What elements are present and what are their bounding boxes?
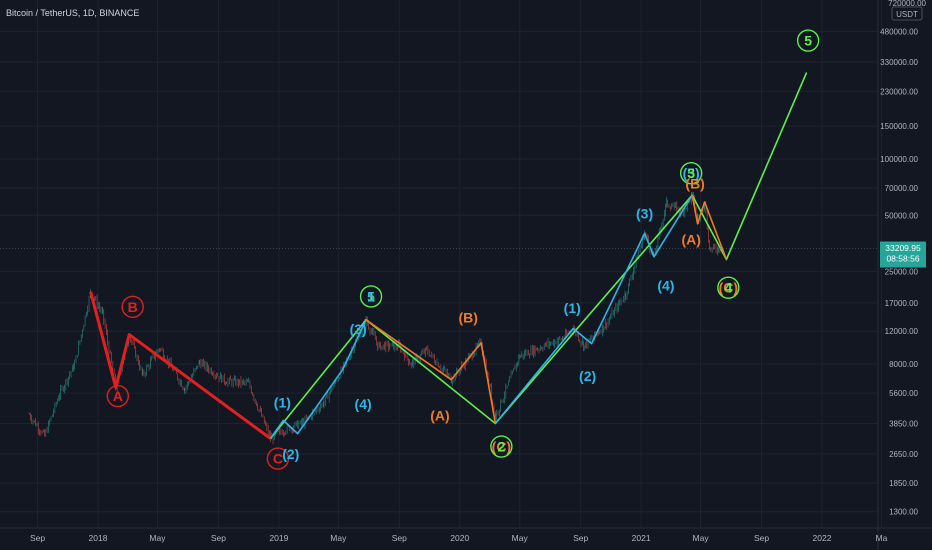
price-tick-label: 480000.00 xyxy=(880,28,918,37)
price-tick-label: 330000.00 xyxy=(880,58,918,67)
wave-line-orange xyxy=(365,319,497,424)
time-tick-label: Sep xyxy=(573,533,588,543)
price-tick-label: 25000.00 xyxy=(885,268,919,277)
wave-label: (3) xyxy=(636,206,653,222)
wave-label: (1) xyxy=(274,394,291,410)
wave-label: (A) xyxy=(681,232,700,248)
price-tick-label: 2650.00 xyxy=(889,450,918,459)
wave-label: (1) xyxy=(564,300,581,316)
wave-label: (B) xyxy=(685,175,704,191)
time-tick-label: Ma xyxy=(876,533,888,543)
time-tick-label: 2021 xyxy=(632,533,651,543)
time-tick-label: May xyxy=(693,533,710,543)
last-price-value: 33209.95 xyxy=(885,243,921,253)
wave-label-circle xyxy=(266,447,290,470)
price-tick-label: 5600.00 xyxy=(889,389,918,398)
price-tick-label: 230000.00 xyxy=(880,87,918,96)
time-tick-label: 2018 xyxy=(89,533,108,543)
time-tick-label: 2020 xyxy=(450,533,469,543)
time-tick-label: Sep xyxy=(211,533,226,543)
wave-line-cyan xyxy=(269,319,367,439)
wave-label: (2) xyxy=(579,368,596,384)
last-price-badge: 33209.95 08:58:56 xyxy=(880,241,926,268)
wave-label: 5 xyxy=(367,288,375,304)
wave-label: 5 xyxy=(804,33,812,49)
time-tick-label: 2022 xyxy=(813,533,832,543)
time-tick-label: 2019 xyxy=(269,533,288,543)
price-tick-label: 1850.00 xyxy=(889,479,918,488)
currency-badge[interactable]: USDT xyxy=(891,6,923,21)
wave-label: (B) xyxy=(458,310,477,326)
price-axis[interactable]: 1300.00 1850.00 2650.00 3850.00 5600.00 8000.… xyxy=(880,28,918,517)
wave-line-red xyxy=(89,291,272,440)
price-tick-label: 100000.00 xyxy=(880,155,918,164)
price-tick-label: 70000.00 xyxy=(885,184,919,193)
wave-label: (5) xyxy=(683,165,700,181)
wave-label: C xyxy=(273,451,283,467)
currency-label: USDT xyxy=(896,10,918,19)
bar-countdown: 08:58:56 xyxy=(886,254,919,264)
chart-grid xyxy=(0,0,882,528)
price-tick-label: 12000.00 xyxy=(885,327,919,336)
wave-label: B xyxy=(128,299,138,315)
price-tick-label: 50000.00 xyxy=(885,211,919,220)
wave-label-circle xyxy=(796,29,820,52)
wave-label: A xyxy=(113,388,123,404)
wave-label: (C) xyxy=(492,439,511,455)
wave-label: 4 xyxy=(724,280,732,296)
time-tick-label: Sep xyxy=(392,533,407,543)
wave-label-circle xyxy=(490,435,513,458)
symbol-title[interactable]: Bitcoin / TetherUS, 1D, BINANCE xyxy=(6,8,140,18)
wave-label-circle xyxy=(359,285,383,308)
wave-label: (C) xyxy=(719,280,738,296)
wave-label-circle xyxy=(121,295,144,319)
wave-label: 1 xyxy=(367,288,375,304)
price-tick-label: 8000.00 xyxy=(889,360,918,369)
wave-label: 3 xyxy=(687,165,695,181)
wave-label-circle xyxy=(717,276,740,299)
time-tick-label: Sep xyxy=(754,533,769,543)
time-tick-label: May xyxy=(330,533,347,543)
time-tick-label: May xyxy=(512,533,529,543)
price-tick-label: 17000.00 xyxy=(885,299,919,308)
wave-label: 2 xyxy=(497,439,505,455)
wave-labels: ABC(1)(2)(3)(4)15(A)(B)(C)2(1)(2)(3)(4)(… xyxy=(106,29,820,470)
time-tick-label: May xyxy=(149,533,166,543)
wave-lines xyxy=(89,72,808,440)
time-axis[interactable]: Sep 2018 May Sep 2019 May Sep 2020 May Sep 2021 May… xyxy=(30,533,888,543)
wave-label-circle xyxy=(106,384,130,408)
wave-line-cyan xyxy=(494,194,693,425)
time-tick-label: Sep xyxy=(30,533,45,543)
price-tick-label: 150000.00 xyxy=(880,122,918,131)
wave-label-circle xyxy=(679,161,703,185)
wave-label: (4) xyxy=(355,396,372,412)
price-tick-label: 3850.00 xyxy=(889,420,918,429)
price-tick-label: 1300.00 xyxy=(889,508,918,517)
wave-label: (2) xyxy=(282,446,299,462)
wave-label: (3) xyxy=(350,321,367,337)
price-axis-top-label: 720000.00 xyxy=(888,0,926,8)
wave-line-green xyxy=(269,72,808,440)
wave-label: (4) xyxy=(657,278,674,294)
wave-label: (A) xyxy=(430,407,449,423)
wave-line-orange xyxy=(691,195,728,260)
